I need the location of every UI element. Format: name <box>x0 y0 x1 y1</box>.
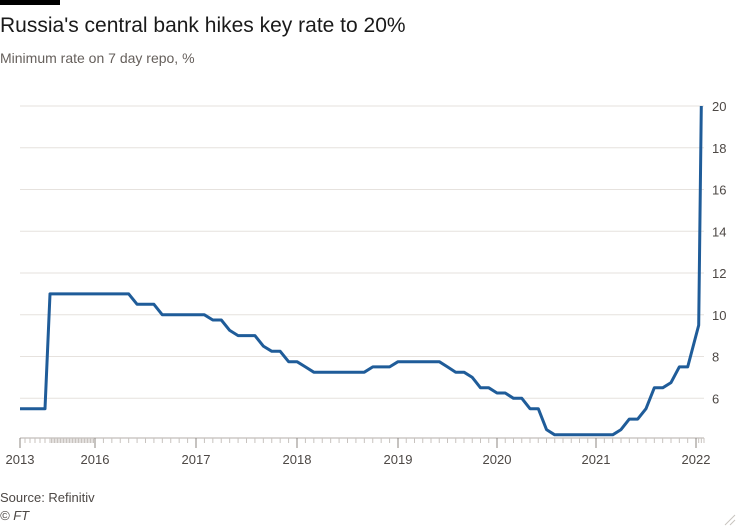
y-tick-label: 16 <box>712 183 726 198</box>
y-tick-label: 10 <box>712 308 726 323</box>
gridlines <box>20 105 704 399</box>
x-tick-label: 2022 <box>682 452 711 467</box>
x-tick-label: 2018 <box>283 452 312 467</box>
series-layer <box>20 105 703 437</box>
y-axis-ticks: 6 8 10 12 14 16 18 20 <box>712 99 726 406</box>
x-axis: 2013 2016 2017 2018 2019 2020 2021 2022 <box>6 437 711 467</box>
title-rule <box>0 0 60 5</box>
key-rate-line <box>20 105 703 437</box>
x-tick-label: 2013 <box>6 452 35 467</box>
x-tick-label: 2019 <box>384 452 413 467</box>
x-tick-label: 2017 <box>182 452 211 467</box>
resize-handle-icon <box>724 514 736 526</box>
chart-subtitle: Minimum rate on 7 day repo, % <box>0 50 195 66</box>
y-tick-label: 8 <box>712 350 719 365</box>
y-tick-label: 14 <box>712 224 726 239</box>
y-tick-label: 20 <box>712 99 726 114</box>
chart-title: Russia's central bank hikes key rate to … <box>0 14 406 37</box>
source-note: Source: Refinitiv <box>0 490 95 505</box>
y-tick-label: 18 <box>712 141 726 156</box>
y-tick-label: 6 <box>712 391 719 406</box>
x-tick-label: 2020 <box>483 452 512 467</box>
x-tick-label: 2016 <box>81 452 110 467</box>
x-tick-label: 2021 <box>582 452 611 467</box>
ft-credit: © FT <box>0 508 30 523</box>
y-tick-label: 12 <box>712 266 726 281</box>
